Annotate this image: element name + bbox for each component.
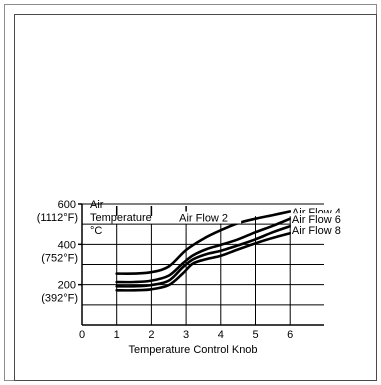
axes	[78, 203, 324, 326]
chart-labels: 200(392°F) 400(752°F) 600(1112°F) 0 1 2 3 4 5 6 Te…	[37, 199, 354, 356]
x-tick-label-1: 1	[114, 329, 120, 341]
series-label-bg-air-flow-2	[178, 211, 242, 224]
x-tick-label-2: 2	[148, 329, 154, 341]
y-tick-sublabel-400: (752°F)	[41, 252, 78, 264]
series-label-air-flow-8: Air Flow 8	[292, 225, 341, 237]
y-axis-label-line-3: °C	[90, 225, 102, 237]
series-line-air-flow-6	[115, 224, 292, 288]
figure-inner-border	[14, 14, 377, 381]
x-tick-label-5: 5	[252, 329, 258, 341]
y-tick-label-600: 600	[58, 199, 76, 211]
series-label-air-flow-6: Air Flow 6	[292, 214, 341, 226]
x-tick-label-0: 0	[79, 329, 85, 341]
y-axis-label-line-2: Temperature	[90, 212, 152, 224]
x-tick-label-3: 3	[183, 329, 189, 341]
x-tick-label-6: 6	[287, 329, 293, 341]
series-line-air-flow-4	[115, 217, 292, 284]
series-label-bg-air-flow-8	[290, 224, 354, 237]
y-axis-label-line-1: Air	[90, 199, 104, 211]
y-tick-label-400: 400	[58, 239, 76, 251]
x-axis-label: Temperature Control Knob	[129, 344, 258, 356]
figure-frame	[4, 4, 377, 381]
series-label-air-flow-2: Air Flow 2	[179, 213, 228, 225]
series-line-air-flow-2	[115, 210, 292, 275]
y-tick-sublabel-200: (392°F)	[41, 293, 78, 305]
y-tick-sublabel-600: (1112°F)	[37, 212, 78, 224]
y-tick-label-200: 200	[58, 280, 76, 292]
series-line-air-flow-8	[115, 231, 292, 292]
x-tick-label-4: 4	[218, 329, 224, 341]
series-label-bg-air-flow-6	[290, 213, 354, 226]
series-lines	[115, 210, 292, 292]
